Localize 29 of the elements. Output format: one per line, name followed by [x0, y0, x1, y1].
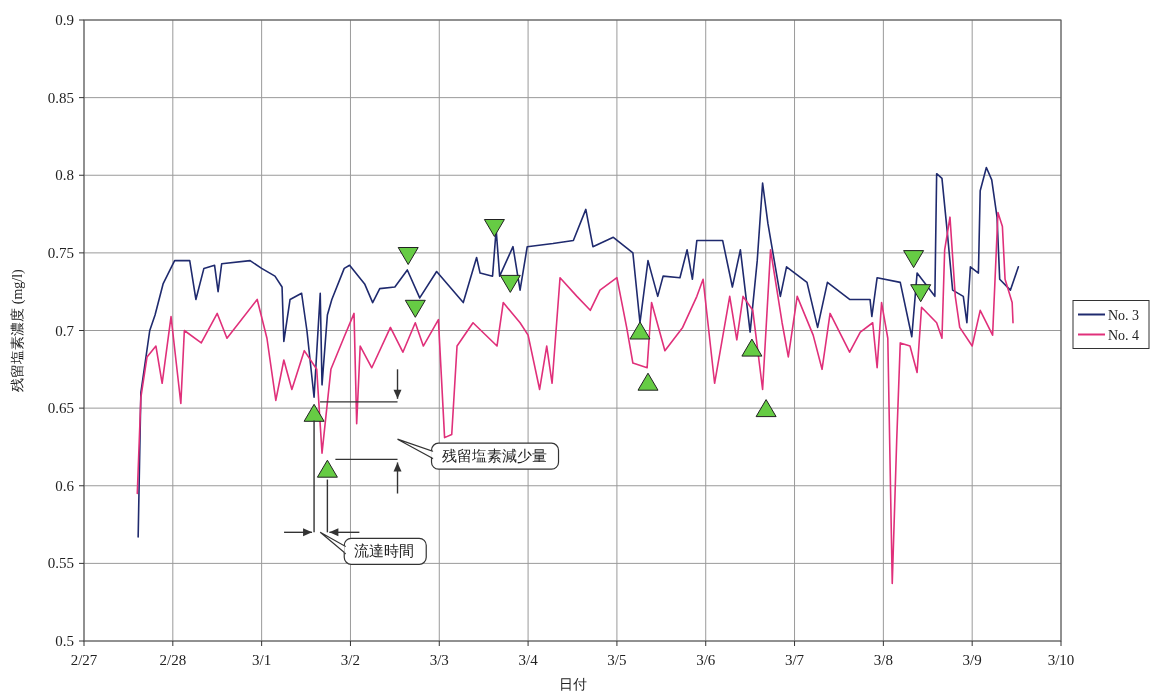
x-tick-label: 2/28	[159, 652, 187, 668]
x-tick-label: 3/7	[784, 652, 805, 668]
y-tick-label: 0.75	[47, 244, 74, 261]
annotation: 流達時間	[354, 542, 415, 561]
legend-label: No. 4	[1108, 327, 1140, 343]
y-axis-title: 残留塩素濃度 (mg/l)	[10, 268, 26, 392]
y-tick-label: 0.6	[55, 477, 75, 494]
x-tick-label: 3/4	[518, 652, 539, 668]
annotation: 残留塩素減少量	[441, 447, 547, 466]
y-tick-label: 0.85	[47, 89, 74, 106]
x-tick-label: 3/1	[252, 652, 272, 668]
annotation: 残留塩素減少量	[396, 438, 560, 470]
x-tick-label: 3/3	[429, 652, 449, 668]
annotation: 流達時間	[319, 531, 427, 565]
y-tick-label: 0.65	[47, 400, 74, 417]
x-tick-label: 2/27	[70, 652, 98, 668]
y-tick-label: 0.7	[55, 322, 75, 339]
x-tick-label: 3/8	[873, 652, 893, 668]
y-tick-label: 0.9	[55, 12, 74, 28]
x-tick-label: 3/10	[1047, 652, 1075, 668]
y-tick-label: 0.8	[55, 167, 74, 184]
x-axis-title: 日付	[558, 677, 587, 692]
legend-label: No. 3	[1108, 307, 1140, 323]
x-tick-label: 3/6	[696, 652, 716, 668]
y-tick-label: 0.55	[47, 555, 74, 572]
y-tick-label: 0.5	[55, 633, 74, 649]
x-tick-label: 3/5	[607, 652, 627, 668]
x-tick-label: 3/9	[962, 652, 982, 668]
x-tick-label: 3/2	[340, 652, 361, 668]
